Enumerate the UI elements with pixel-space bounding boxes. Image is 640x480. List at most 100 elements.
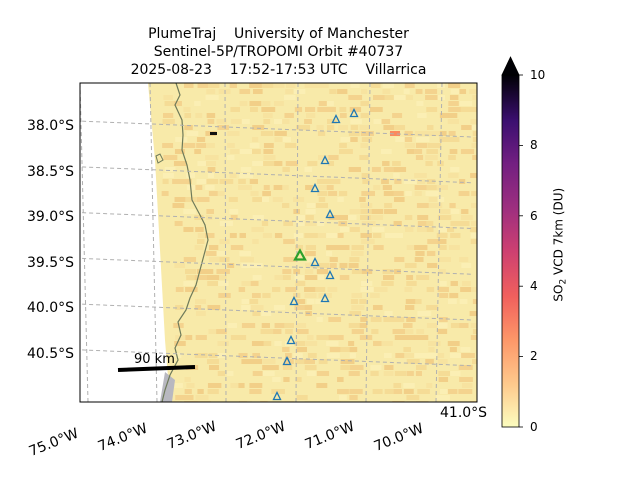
so2-pixel bbox=[327, 119, 337, 124]
so2-pixel bbox=[251, 227, 264, 232]
volcano-marker bbox=[331, 114, 341, 124]
so2-pixel bbox=[350, 119, 362, 124]
so2-pixel bbox=[206, 359, 220, 364]
so2-pixel bbox=[206, 209, 214, 214]
so2-pixel bbox=[251, 293, 261, 298]
so2-pixel bbox=[175, 287, 184, 292]
so2-pixel bbox=[350, 125, 359, 130]
so2-pixel bbox=[315, 83, 329, 88]
so2-pixel bbox=[428, 347, 435, 352]
so2-pixel bbox=[393, 197, 405, 202]
so2-pixel bbox=[252, 125, 265, 130]
so2-pixel bbox=[294, 359, 309, 364]
so2-pixel bbox=[415, 299, 422, 304]
so2-pixel bbox=[337, 89, 348, 94]
so2-pixel bbox=[326, 341, 339, 346]
so2-pixel bbox=[350, 83, 360, 88]
so2-pixel bbox=[328, 335, 339, 340]
so2-pixel bbox=[436, 395, 450, 400]
so2-pixel bbox=[252, 275, 262, 280]
so2-pixel bbox=[285, 329, 293, 334]
so2-pixel bbox=[458, 191, 470, 196]
so2-pixel bbox=[417, 311, 432, 316]
so2-pixel bbox=[460, 149, 475, 154]
so2-pixel bbox=[240, 257, 255, 262]
so2-pixel bbox=[230, 149, 240, 154]
so2-pixel bbox=[296, 395, 308, 400]
so2-pixel bbox=[162, 143, 174, 148]
so2-pixel bbox=[261, 197, 270, 202]
so2-pixel bbox=[294, 275, 308, 280]
so2-pixel bbox=[360, 215, 374, 220]
so2-pixel bbox=[272, 287, 281, 292]
so2-pixel bbox=[439, 317, 448, 322]
so2-pixel bbox=[405, 299, 418, 304]
gridlines bbox=[80, 83, 473, 402]
so2-pixel bbox=[293, 209, 300, 214]
so2-pixel bbox=[307, 335, 314, 340]
so2-pixel bbox=[395, 137, 405, 142]
so2-pixel bbox=[361, 191, 376, 196]
so2-pixel bbox=[304, 221, 317, 226]
so2-pixel bbox=[252, 371, 266, 376]
so2-pixel bbox=[339, 113, 347, 118]
island bbox=[155, 153, 164, 164]
so2-pixel bbox=[426, 227, 434, 232]
so2-pixel bbox=[252, 239, 259, 244]
so2-pixel bbox=[340, 137, 351, 142]
so2-pixel bbox=[274, 131, 287, 136]
so2-pixel bbox=[249, 101, 262, 106]
so2-pixel bbox=[348, 371, 360, 376]
so2-pixel bbox=[351, 245, 364, 250]
so2-pixel bbox=[439, 389, 449, 394]
so2-pixel bbox=[183, 227, 194, 232]
so2-pixel bbox=[175, 335, 188, 340]
so2-pixel bbox=[249, 389, 262, 394]
so2-pixel bbox=[439, 131, 447, 136]
so2-pixel bbox=[318, 197, 326, 202]
so2-pixel bbox=[450, 221, 463, 226]
so2-pixel bbox=[316, 179, 330, 184]
so2-pixel bbox=[252, 137, 259, 142]
so2-pixel bbox=[458, 365, 473, 370]
so2-pixel bbox=[183, 179, 192, 184]
volcano-marker bbox=[310, 257, 320, 267]
so2-pixel bbox=[162, 119, 175, 124]
so2-pixel bbox=[384, 389, 398, 394]
so2-pixel bbox=[304, 359, 315, 364]
title-line-3: 2025-08-23 17:52-17:53 UTC Villarrica bbox=[130, 62, 427, 78]
so2-pixel bbox=[195, 185, 203, 190]
so2-pixel bbox=[382, 275, 395, 280]
so2-pixel bbox=[194, 215, 204, 220]
so2-pixel bbox=[360, 101, 369, 106]
so2-pixel bbox=[295, 323, 307, 328]
so2-pixel bbox=[450, 371, 461, 376]
so2-pixel bbox=[207, 167, 216, 172]
so2-pixel bbox=[383, 125, 397, 130]
so2-pixel bbox=[197, 389, 204, 394]
so2-pixel bbox=[348, 215, 357, 220]
so2-pixel bbox=[395, 353, 410, 358]
so2-pixel bbox=[448, 131, 456, 136]
so2-pixel bbox=[174, 221, 183, 226]
so2-pixel bbox=[472, 137, 477, 142]
so2-pixel bbox=[381, 149, 392, 154]
so2-pixel bbox=[285, 353, 292, 358]
so2-pixel bbox=[414, 245, 428, 250]
so2-pixel bbox=[459, 257, 469, 262]
so2-pixel bbox=[317, 131, 326, 136]
so2-pixel bbox=[273, 185, 284, 190]
so2-pixel bbox=[428, 341, 441, 346]
so2-pixel bbox=[208, 257, 221, 262]
so2-pixel bbox=[329, 263, 337, 268]
so2-pixel bbox=[249, 299, 259, 304]
so2-pixel bbox=[394, 233, 403, 238]
so2-pixel bbox=[260, 131, 274, 136]
so2-pixel bbox=[373, 341, 382, 346]
so2-pixel bbox=[304, 119, 312, 124]
so2-pixel bbox=[439, 137, 454, 142]
so2-pixel bbox=[449, 347, 457, 352]
so2-pixel bbox=[471, 125, 477, 130]
so2-pixel bbox=[373, 185, 381, 190]
so2-pixel bbox=[241, 359, 252, 364]
